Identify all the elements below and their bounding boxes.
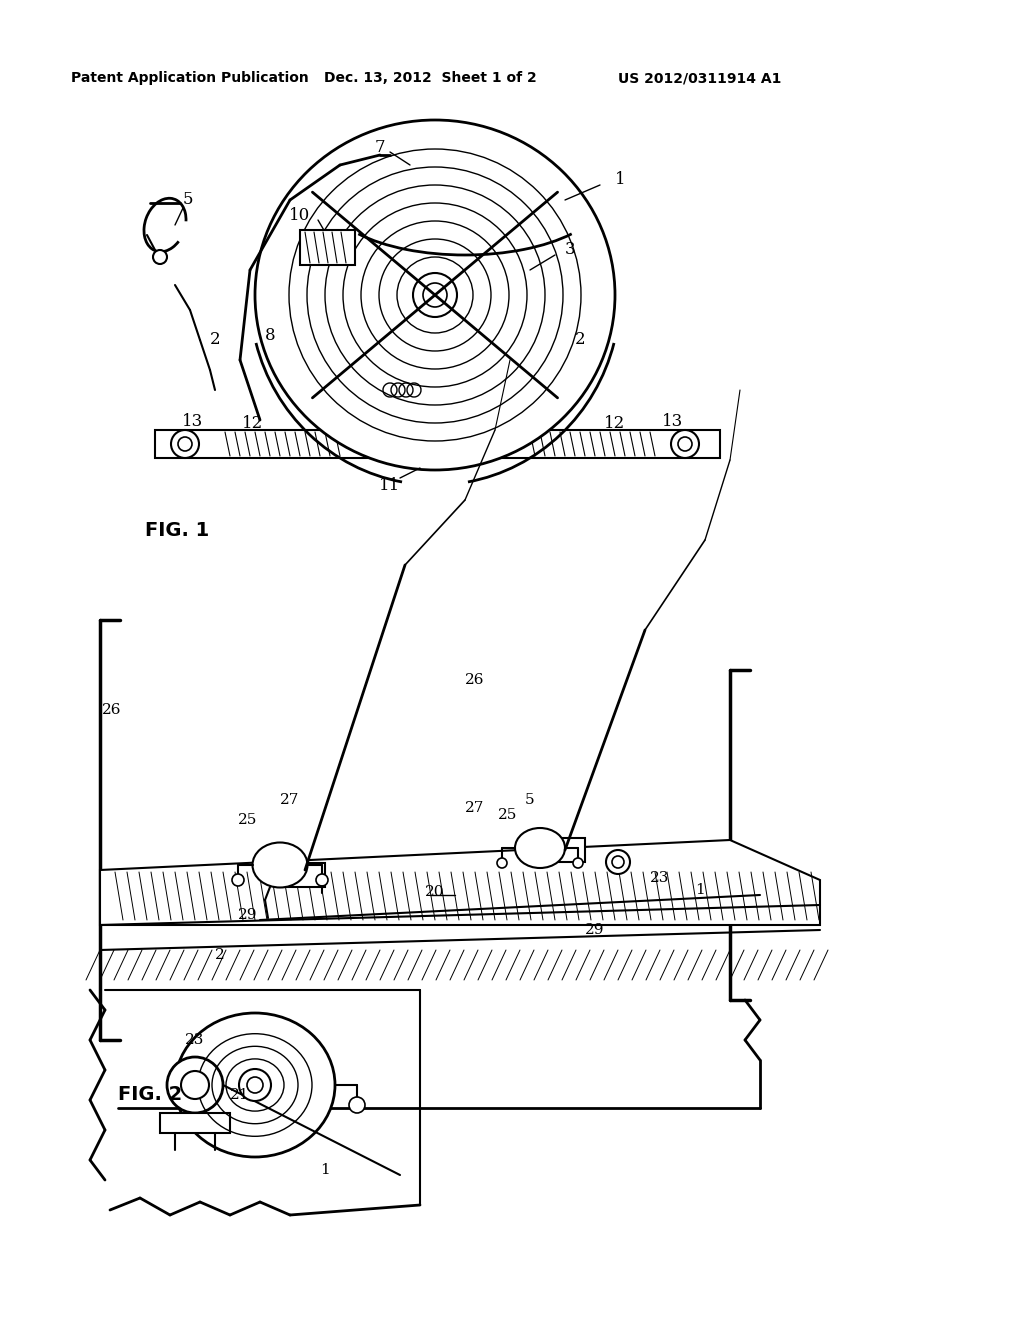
Circle shape <box>671 430 699 458</box>
Circle shape <box>678 437 692 451</box>
Circle shape <box>167 1057 223 1113</box>
Circle shape <box>153 249 167 264</box>
Text: 5: 5 <box>182 191 194 209</box>
Circle shape <box>178 437 193 451</box>
Text: Dec. 13, 2012  Sheet 1 of 2: Dec. 13, 2012 Sheet 1 of 2 <box>324 71 537 84</box>
Text: 5: 5 <box>525 793 535 807</box>
Text: 29: 29 <box>586 923 605 937</box>
Circle shape <box>181 1071 209 1100</box>
Text: Patent Application Publication: Patent Application Publication <box>71 71 309 84</box>
Text: 23: 23 <box>185 1034 205 1047</box>
Circle shape <box>171 430 199 458</box>
Text: FIG. 2: FIG. 2 <box>118 1085 182 1105</box>
Text: 12: 12 <box>243 414 263 432</box>
Circle shape <box>349 1097 365 1113</box>
Bar <box>300 230 355 265</box>
Text: 23: 23 <box>650 871 670 884</box>
Ellipse shape <box>253 842 307 887</box>
Circle shape <box>497 858 507 869</box>
Circle shape <box>606 850 630 874</box>
Text: 29: 29 <box>239 908 258 921</box>
Text: 3: 3 <box>564 242 575 259</box>
Circle shape <box>612 855 624 869</box>
Text: 20: 20 <box>425 884 444 899</box>
Text: 12: 12 <box>604 414 626 432</box>
Ellipse shape <box>515 828 565 869</box>
Circle shape <box>423 282 447 308</box>
Circle shape <box>232 874 244 886</box>
Text: 21: 21 <box>230 1088 250 1102</box>
Text: 1: 1 <box>321 1163 330 1177</box>
Bar <box>545 838 585 862</box>
Text: US 2012/0311914 A1: US 2012/0311914 A1 <box>618 71 781 84</box>
Text: 2: 2 <box>574 331 586 348</box>
Circle shape <box>239 1069 271 1101</box>
Circle shape <box>247 1077 263 1093</box>
Ellipse shape <box>175 1012 335 1158</box>
Text: 7: 7 <box>375 140 385 157</box>
Text: 13: 13 <box>663 413 684 430</box>
Bar <box>155 430 720 458</box>
Text: 27: 27 <box>281 793 300 807</box>
Text: 11: 11 <box>379 477 400 494</box>
Text: 10: 10 <box>290 206 310 223</box>
Text: 2: 2 <box>210 331 220 348</box>
Text: 1: 1 <box>695 883 705 898</box>
Text: 25: 25 <box>239 813 258 828</box>
Polygon shape <box>100 840 820 925</box>
Bar <box>285 863 325 887</box>
Circle shape <box>413 273 457 317</box>
Text: 8: 8 <box>264 326 275 343</box>
Text: 2: 2 <box>215 948 225 962</box>
Text: 25: 25 <box>499 808 518 822</box>
Text: 13: 13 <box>182 413 204 430</box>
Ellipse shape <box>255 120 615 470</box>
Text: 1: 1 <box>614 172 626 189</box>
Circle shape <box>573 858 583 869</box>
Text: 26: 26 <box>465 673 484 686</box>
Text: 26: 26 <box>102 704 122 717</box>
Bar <box>160 1113 230 1133</box>
Text: 27: 27 <box>465 801 484 814</box>
Circle shape <box>316 874 328 886</box>
Text: FIG. 1: FIG. 1 <box>145 520 209 540</box>
